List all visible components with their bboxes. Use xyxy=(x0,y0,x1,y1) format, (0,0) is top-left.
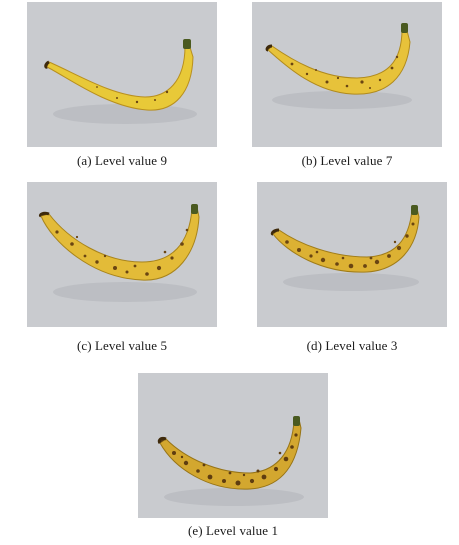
panel-d: (d) Level value 3 xyxy=(257,182,447,360)
banana-photo-d xyxy=(257,182,447,327)
caption-a: (a) Level value 9 xyxy=(76,153,168,168)
caption-e: (e) Level value 1 xyxy=(187,523,279,538)
banana-photo-c xyxy=(27,182,217,327)
caption-b: (b) Level value 7 xyxy=(301,153,393,168)
caption-d: (d) Level value 3 xyxy=(306,338,398,353)
panel-c: (c) Level value 5 xyxy=(27,182,217,360)
banana-photo-e xyxy=(138,373,328,518)
banana-photo-b xyxy=(252,2,442,147)
panel-e: (e) Level value 1 xyxy=(138,373,328,543)
banana-photo-a xyxy=(27,2,217,147)
panel-a: (a) Level value 9 xyxy=(27,2,217,171)
panel-b: (b) Level value 7 xyxy=(252,2,442,171)
caption-c: (c) Level value 5 xyxy=(76,338,168,353)
